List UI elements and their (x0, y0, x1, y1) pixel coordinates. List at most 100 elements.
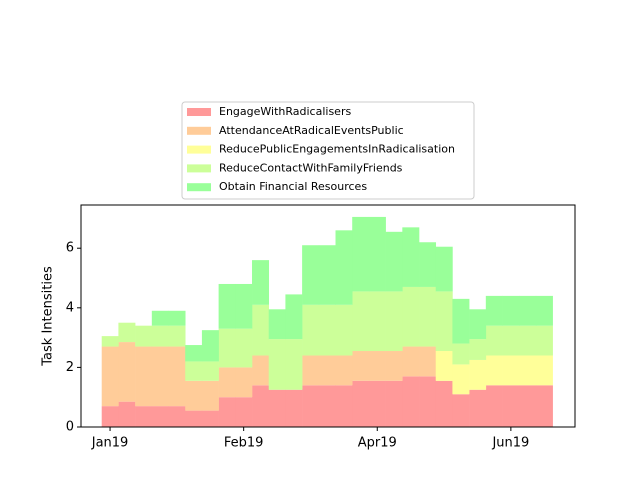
area-step (318, 245, 336, 305)
area-step (252, 304, 270, 356)
area-step (151, 325, 169, 347)
area-step (519, 385, 537, 427)
area-step (318, 304, 336, 356)
legend: EngageWithRadicalisers AttendanceAtRadica… (181, 101, 475, 200)
area-step (502, 325, 520, 356)
area-step (519, 295, 537, 326)
area-step (318, 355, 336, 386)
area-step (101, 346, 119, 407)
x-tick-label: Jun19 (491, 436, 529, 451)
area-step (452, 343, 470, 365)
area-step (302, 385, 320, 427)
area-step (435, 291, 453, 352)
area-step (335, 355, 353, 386)
x-tick-label: Feb19 (224, 436, 264, 451)
legend-swatch (187, 164, 211, 173)
area-step (185, 345, 203, 362)
area-step (185, 410, 203, 427)
area-step (201, 330, 219, 362)
area-step (519, 325, 537, 356)
area-step (368, 291, 386, 352)
area-step (235, 283, 253, 329)
area-step (402, 346, 420, 377)
area-step (151, 406, 169, 427)
area-step (485, 355, 503, 386)
area-step (502, 385, 520, 427)
area-step (402, 227, 420, 287)
area-step (235, 397, 253, 427)
area-step (302, 245, 320, 305)
area-step (385, 380, 403, 427)
area-step (285, 339, 303, 390)
legend-label: AttendanceAtRadicalEventsPublic (219, 124, 404, 137)
area-step (218, 367, 236, 398)
legend-swatch (187, 126, 211, 135)
area-step (252, 355, 270, 386)
area-step (502, 355, 520, 386)
legend-swatch (187, 108, 211, 116)
legend-label: EngageWithRadicalisers (219, 105, 351, 118)
area-step (235, 367, 253, 398)
area-step (168, 346, 186, 407)
x-tick-label: Jan19 (91, 436, 129, 451)
area-step (485, 325, 503, 356)
area-step (469, 389, 487, 427)
legend-label: ReducePublicEngagementsInRadicalisation (219, 143, 455, 156)
area-step (535, 385, 553, 427)
y-tick-label: 2 (66, 360, 74, 375)
area-step (419, 346, 437, 377)
x-tick-label: Apr19 (358, 436, 397, 451)
area-step (151, 310, 169, 326)
area-step (185, 380, 203, 411)
y-tick-label: 6 (66, 241, 74, 256)
area-step (218, 328, 236, 368)
area-step (519, 355, 537, 386)
area-step (135, 325, 153, 347)
area-step (285, 294, 303, 340)
area-step (485, 295, 503, 326)
area-step (302, 355, 320, 386)
area-step (452, 298, 470, 344)
area-step (502, 295, 520, 326)
area-step (335, 385, 353, 427)
area-step (419, 286, 437, 347)
y-axis-label: Task Intensities (41, 266, 56, 367)
area-step (168, 406, 186, 427)
legend-swatch (187, 183, 211, 192)
area-step (452, 364, 470, 395)
area-step (135, 346, 153, 407)
area-step (535, 355, 553, 386)
area-step (151, 346, 169, 407)
area-step (535, 295, 553, 326)
area-step (385, 291, 403, 352)
area-step (452, 394, 470, 427)
area-step (402, 376, 420, 427)
area-step (469, 309, 487, 340)
area-step (168, 310, 186, 326)
area-step (201, 361, 219, 381)
area-step (268, 389, 286, 427)
area-step (419, 376, 437, 427)
legend-swatch (187, 145, 211, 154)
area-step (485, 385, 503, 427)
area-step (368, 351, 386, 381)
area-step (352, 380, 370, 427)
area-step (252, 385, 270, 427)
area-step (218, 283, 236, 329)
area-step (352, 351, 370, 381)
area-step (318, 385, 336, 427)
area-step (285, 389, 303, 427)
area-step (135, 406, 153, 427)
legend-label: Obtain Financial Resources (219, 180, 367, 193)
area-step (435, 380, 453, 427)
area-step (101, 336, 119, 347)
area-step (268, 309, 286, 340)
area-step (469, 359, 487, 390)
area-step (385, 351, 403, 381)
area-step (268, 339, 286, 390)
area-step (469, 339, 487, 360)
plot-frame (80, 204, 576, 428)
area-step (352, 216, 370, 292)
area-step (435, 351, 453, 381)
area-step (118, 322, 136, 343)
